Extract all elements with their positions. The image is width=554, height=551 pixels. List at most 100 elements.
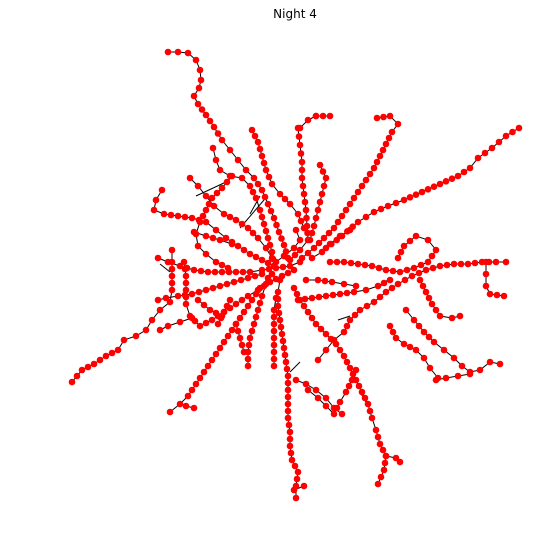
graph-node bbox=[317, 199, 324, 206]
graph-node bbox=[74, 373, 81, 380]
graph-node bbox=[282, 352, 289, 359]
graph-node bbox=[301, 191, 308, 198]
graph-node bbox=[233, 321, 240, 328]
graph-node bbox=[253, 254, 260, 261]
graph-node bbox=[197, 67, 204, 74]
graph-node bbox=[133, 333, 140, 340]
graph-node bbox=[276, 229, 283, 236]
graph-node bbox=[249, 127, 256, 134]
graph-node bbox=[241, 349, 248, 356]
graph-node bbox=[315, 277, 322, 284]
graph-node bbox=[175, 293, 182, 300]
graph-node bbox=[309, 315, 316, 322]
graph-node bbox=[431, 339, 438, 346]
graph-node bbox=[212, 269, 219, 276]
graph-node bbox=[231, 279, 238, 286]
graph-node bbox=[168, 212, 175, 219]
graph-node bbox=[203, 219, 210, 226]
graph-node bbox=[183, 280, 190, 287]
graph-node bbox=[210, 285, 217, 292]
graph-node bbox=[159, 187, 166, 194]
graph-node bbox=[323, 293, 330, 300]
graph-node bbox=[291, 285, 298, 292]
graph-node bbox=[411, 265, 418, 272]
graph-node bbox=[426, 295, 433, 302]
graph-node bbox=[429, 301, 436, 308]
graph-node bbox=[437, 263, 444, 270]
graph-node bbox=[407, 238, 414, 245]
graph-node bbox=[375, 283, 382, 290]
graph-node bbox=[285, 380, 292, 387]
graph-node bbox=[509, 129, 516, 136]
graph-node bbox=[79, 367, 86, 374]
graph-node bbox=[395, 281, 402, 288]
graph-node bbox=[339, 411, 346, 418]
graph-node bbox=[199, 106, 206, 113]
graph-node bbox=[327, 113, 334, 120]
graph-node bbox=[293, 227, 300, 234]
graph-node bbox=[301, 483, 308, 490]
graph-node bbox=[251, 321, 258, 328]
graph-node bbox=[316, 240, 323, 247]
graph-node bbox=[313, 215, 320, 222]
graph-node bbox=[257, 207, 264, 214]
graph-node bbox=[353, 367, 360, 374]
graph-node bbox=[309, 255, 316, 262]
graph-node bbox=[449, 175, 456, 182]
graph-node bbox=[337, 347, 344, 354]
graph-node bbox=[315, 357, 322, 364]
graph-node bbox=[268, 208, 275, 215]
graph-node bbox=[401, 341, 408, 348]
graph-node bbox=[191, 267, 198, 274]
graph-node bbox=[497, 361, 504, 368]
graph-node bbox=[419, 189, 426, 196]
graph-node bbox=[196, 85, 203, 92]
graph-node bbox=[330, 292, 337, 299]
graph-node bbox=[315, 395, 322, 402]
graph-node bbox=[201, 302, 208, 309]
graph-node bbox=[233, 269, 240, 276]
graph-node bbox=[364, 303, 371, 310]
graph-node bbox=[233, 217, 240, 224]
graph-node bbox=[271, 314, 278, 321]
graph-node bbox=[209, 317, 216, 324]
graph-node bbox=[263, 245, 270, 252]
graph-node bbox=[225, 333, 232, 340]
graph-node bbox=[427, 365, 434, 372]
graph-node bbox=[229, 241, 236, 248]
graph-node bbox=[281, 253, 288, 260]
graph-node bbox=[299, 159, 306, 166]
graph-node bbox=[300, 183, 307, 190]
graph-node bbox=[302, 199, 309, 206]
graph-node bbox=[317, 162, 324, 169]
graph-node bbox=[247, 335, 254, 342]
graph-node bbox=[235, 328, 242, 335]
graph-node bbox=[253, 195, 260, 202]
figure-title: Night 4 bbox=[273, 7, 317, 21]
graph-node bbox=[425, 237, 432, 244]
graph-node bbox=[273, 265, 280, 272]
graph-node bbox=[387, 323, 394, 330]
graph-node bbox=[297, 259, 304, 266]
graph-node bbox=[420, 283, 427, 290]
graph-node bbox=[421, 329, 428, 336]
graph-node bbox=[182, 266, 189, 273]
graph-node bbox=[409, 273, 416, 280]
graph-node bbox=[441, 347, 448, 354]
graph-node bbox=[269, 249, 276, 256]
graph-node bbox=[280, 338, 287, 345]
graph-node bbox=[286, 422, 293, 429]
graph-node bbox=[413, 347, 420, 354]
graph-node bbox=[198, 77, 205, 84]
graph-node bbox=[203, 287, 210, 294]
graph-node bbox=[313, 387, 320, 394]
graph-node bbox=[335, 219, 342, 226]
graph-node bbox=[402, 277, 409, 284]
graph-node bbox=[183, 403, 190, 410]
graph-node bbox=[334, 405, 341, 412]
graph-node bbox=[247, 251, 254, 258]
graph-node bbox=[359, 183, 366, 190]
graph-node bbox=[331, 411, 338, 418]
graph-node bbox=[437, 181, 444, 188]
